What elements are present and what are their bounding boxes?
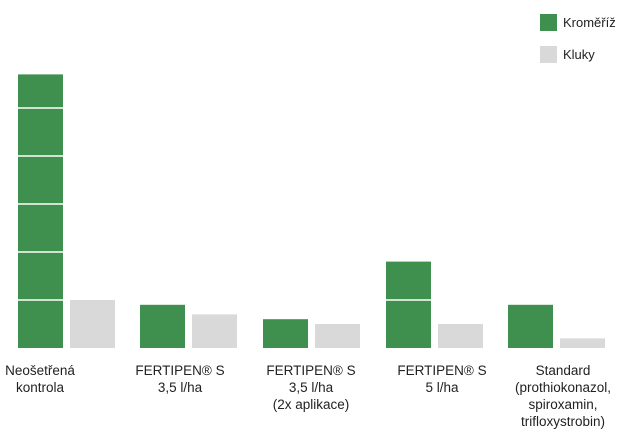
bar-kluky-2 (315, 324, 360, 348)
legend-swatch-kluky (540, 45, 557, 63)
category-label-fertipen-3-5-2x: FERTIPEN® S 3,5 l/ha (2x aplikace) (266, 363, 356, 412)
category-label-untreated: Neošetřená kontrola (5, 363, 75, 395)
bar-kromeriz-1 (140, 304, 185, 348)
legend-label-kluky: Kluky (563, 46, 595, 62)
legend-swatch-kromeriz (540, 13, 557, 31)
category-label-fertipen-3-5: FERTIPEN® S 3,5 l/ha (135, 363, 225, 395)
legend-item-kromeriz: Kroměříž (540, 12, 616, 32)
bar-kluky-1 (192, 314, 237, 348)
chart-legend: Kroměříž Kluky (540, 12, 616, 76)
bar-kromeriz-3 (386, 261, 431, 348)
legend-label-kromeriz: Kroměříž (563, 14, 616, 30)
bar-kluky-0 (70, 300, 115, 348)
legend-item-kluky: Kluky (540, 44, 616, 64)
bar-kluky-4 (560, 338, 605, 348)
category-label-standard: Standard (prothiokonazol, spiroxamin, tr… (514, 363, 612, 429)
bar-kromeriz-0 (18, 74, 63, 349)
bar-kromeriz-2 (263, 319, 308, 348)
bar-kromeriz-4 (508, 304, 553, 348)
category-label-fertipen-5: FERTIPEN® S 5 l/ha (397, 363, 487, 395)
bar-kluky-3 (438, 324, 483, 348)
